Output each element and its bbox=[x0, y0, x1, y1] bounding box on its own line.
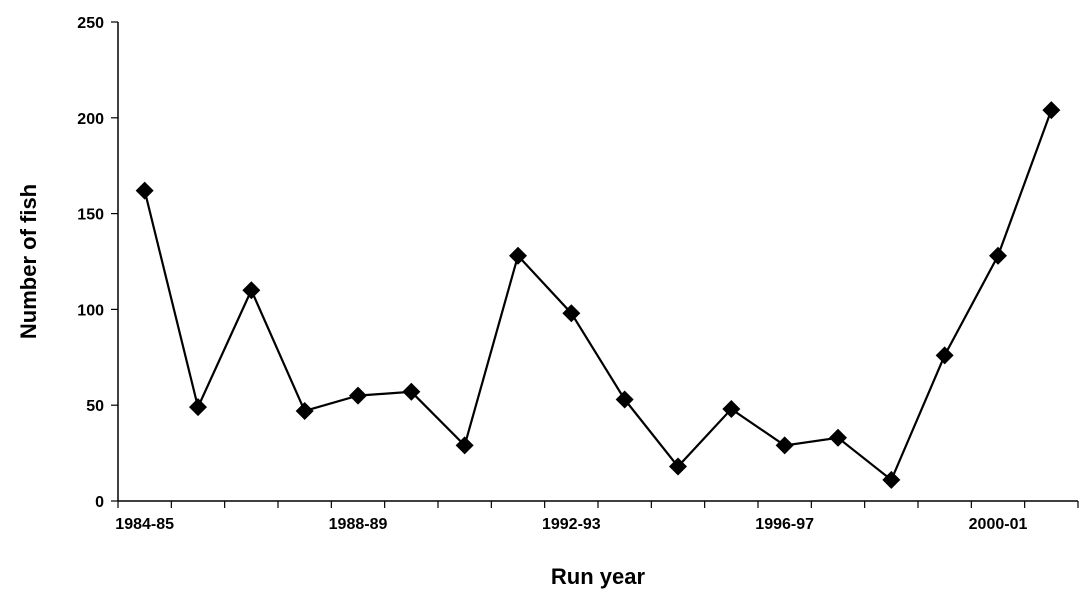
x-tick-label: 1992-93 bbox=[542, 516, 601, 533]
data-point-marker bbox=[935, 346, 954, 365]
y-tick-label: 250 bbox=[77, 15, 104, 32]
data-point-marker bbox=[189, 398, 207, 417]
x-tick-label: 1996-97 bbox=[755, 516, 814, 533]
data-point-marker bbox=[882, 470, 901, 489]
y-axis-ticks: 0 50 100 150 200 250 bbox=[77, 15, 118, 511]
series-group bbox=[135, 101, 1061, 489]
y-tick-label: 150 bbox=[77, 207, 104, 224]
series-line bbox=[143, 109, 1053, 482]
x-axis-ticks: 1984-85 1988-89 1992-93 1996-97 2000-01 bbox=[115, 501, 1079, 533]
data-point-marker bbox=[669, 457, 687, 476]
data-point-marker bbox=[615, 390, 634, 409]
data-point-marker bbox=[402, 382, 421, 401]
data-point-marker bbox=[509, 246, 527, 265]
y-tick-label: 200 bbox=[77, 111, 104, 128]
data-point-marker bbox=[135, 181, 154, 200]
data-point-marker bbox=[775, 436, 794, 455]
y-tick-label: 100 bbox=[77, 302, 104, 319]
data-point-marker bbox=[455, 436, 474, 455]
x-tick-label: 1984-85 bbox=[115, 516, 174, 533]
data-point-marker bbox=[829, 428, 847, 447]
x-tick-label: 2000-01 bbox=[969, 516, 1028, 533]
data-point-marker bbox=[295, 401, 314, 420]
y-tick-label: 50 bbox=[86, 398, 104, 415]
data-point-marker bbox=[562, 304, 581, 323]
data-point-marker bbox=[722, 400, 741, 419]
y-tick-label: 0 bbox=[95, 494, 104, 511]
data-point-marker bbox=[1042, 101, 1061, 120]
y-axis-title: Number of fish bbox=[16, 184, 41, 339]
data-point-marker bbox=[242, 281, 261, 300]
data-point-marker bbox=[349, 386, 367, 405]
x-axis-title: Run year bbox=[551, 564, 646, 589]
x-tick-label: 1988-89 bbox=[329, 516, 388, 533]
data-point-marker bbox=[989, 246, 1007, 265]
